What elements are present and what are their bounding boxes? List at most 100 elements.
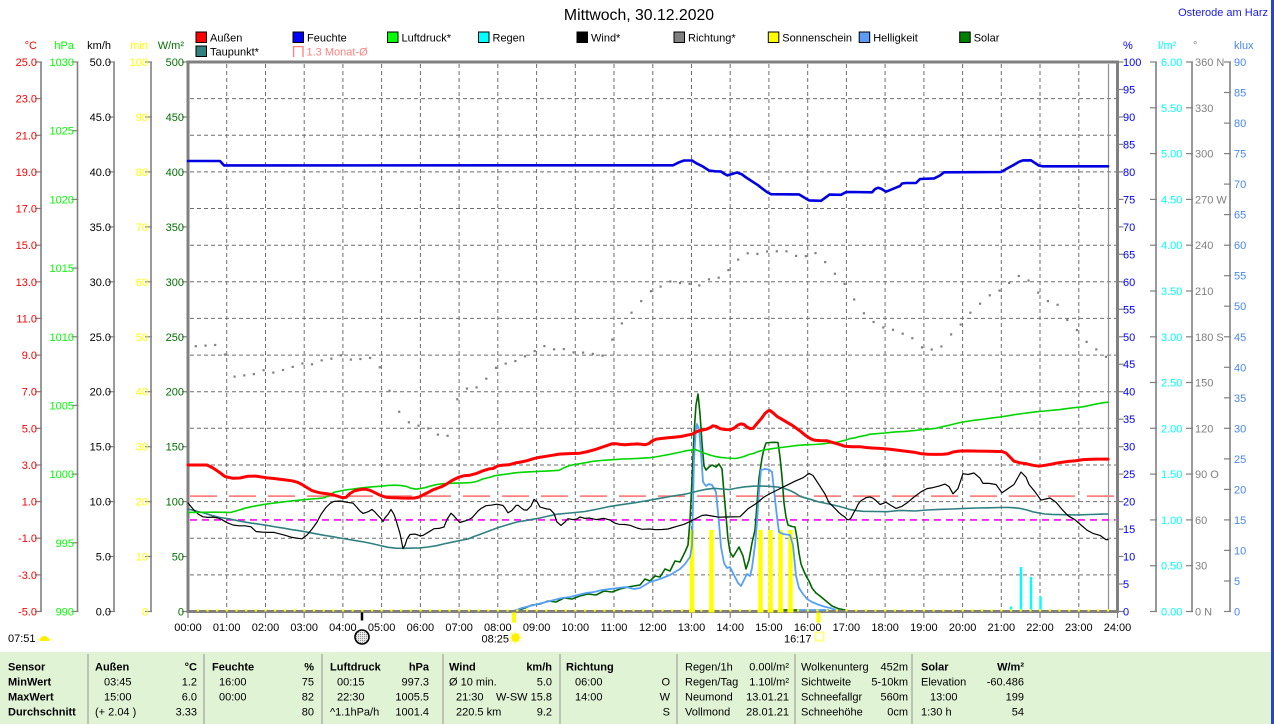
svg-text:Solar: Solar [974,33,1000,45]
svg-text:1.2: 1.2 [182,677,197,689]
svg-text:17.0: 17.0 [16,204,37,216]
svg-text:^1.1hPa/h: ^1.1hPa/h [330,707,379,719]
svg-text:240: 240 [1195,240,1213,252]
svg-text:35: 35 [1123,414,1135,426]
svg-text:23.0: 23.0 [16,94,37,106]
svg-text:40: 40 [1234,362,1246,374]
svg-text:60: 60 [1234,240,1246,252]
svg-text:1005.5: 1005.5 [395,692,429,704]
svg-text:15: 15 [1123,524,1135,536]
svg-text:3.50: 3.50 [1161,286,1182,298]
svg-text:35.0: 35.0 [90,222,111,234]
svg-text:990: 990 [56,607,74,619]
svg-text:W/m²: W/m² [158,40,185,52]
svg-text:Regen/Tag: Regen/Tag [685,677,738,689]
svg-text:20:00: 20:00 [949,622,977,634]
svg-text:1.10l/m²: 1.10l/m² [749,677,789,689]
svg-text:Feuchte: Feuchte [212,662,254,674]
svg-text:100: 100 [166,497,184,509]
svg-text:45.0: 45.0 [90,112,111,124]
svg-text:01:00: 01:00 [213,622,241,634]
svg-text:°C: °C [185,662,197,674]
svg-text:75: 75 [1123,194,1135,206]
svg-text:Neumond: Neumond [685,692,733,704]
svg-text:80: 80 [136,167,148,179]
svg-text:90: 90 [136,112,148,124]
svg-text:30: 30 [1195,561,1207,573]
svg-text:180 S: 180 S [1195,332,1224,344]
svg-text:0.0: 0.0 [96,607,111,619]
svg-text:km/h: km/h [87,40,111,52]
svg-text:30.0: 30.0 [90,277,111,289]
svg-text:45: 45 [1234,332,1246,344]
svg-text:Luftdruck*: Luftdruck* [402,33,452,45]
svg-text:5.0: 5.0 [22,423,37,435]
svg-text:19:00: 19:00 [910,622,938,634]
svg-text:1.0: 1.0 [22,497,37,509]
svg-text:18:00: 18:00 [871,622,899,634]
svg-text:21:00: 21:00 [988,622,1016,634]
svg-text:02:00: 02:00 [252,622,280,634]
svg-text:0.00: 0.00 [1161,607,1182,619]
svg-text:15.0: 15.0 [16,240,37,252]
svg-text:400: 400 [166,167,184,179]
svg-text:5.0: 5.0 [96,552,111,564]
svg-text:5.50: 5.50 [1161,103,1182,115]
svg-text:Solar: Solar [921,662,949,674]
svg-text:60: 60 [136,277,148,289]
svg-text:22:30: 22:30 [337,692,365,704]
svg-text:270 W: 270 W [1195,194,1227,206]
svg-text:25.0: 25.0 [90,332,111,344]
svg-text:Vollmond: Vollmond [685,707,730,719]
svg-text:6.00: 6.00 [1161,57,1182,69]
svg-text:hPa: hPa [409,662,430,674]
svg-text:17:00: 17:00 [833,622,861,634]
svg-text:330: 330 [1195,103,1213,115]
svg-text:min: min [130,40,148,52]
svg-text:1.3 Monat-Ø: 1.3 Monat-Ø [307,47,369,59]
svg-text:Wolkenunterg: Wolkenunterg [801,662,869,674]
svg-text:1010: 1010 [50,332,74,344]
svg-text:%: % [304,662,314,674]
svg-text:5.00: 5.00 [1161,149,1182,161]
svg-text:100: 100 [130,57,148,69]
svg-text:50: 50 [172,552,184,564]
svg-text:11.0: 11.0 [16,313,37,325]
svg-text:25: 25 [1234,454,1246,466]
svg-text:°C: °C [25,40,37,52]
svg-text:95: 95 [1123,85,1135,97]
svg-text:16:00: 16:00 [794,622,822,634]
svg-text:5: 5 [1123,579,1129,591]
svg-text:250: 250 [166,332,184,344]
svg-text:75: 75 [302,677,314,689]
svg-text:Mittwoch, 30.12.2020: Mittwoch, 30.12.2020 [564,7,714,24]
svg-text:13.01.21: 13.01.21 [746,692,789,704]
svg-text:Feuchte: Feuchte [307,33,347,45]
svg-text:20.0: 20.0 [90,387,111,399]
svg-text:Elevation: Elevation [921,677,966,689]
svg-text:S: S [663,707,670,719]
svg-text:-3.0: -3.0 [18,570,37,582]
svg-text:07:00: 07:00 [445,622,473,634]
svg-text:°: ° [1193,40,1197,52]
svg-text:4.00: 4.00 [1161,240,1182,252]
svg-text:6.0: 6.0 [182,692,197,704]
svg-text:300: 300 [1195,149,1213,161]
svg-text:2.50: 2.50 [1161,378,1182,390]
svg-text:-5.0: -5.0 [18,607,37,619]
svg-text:0.50: 0.50 [1161,561,1182,573]
svg-text:3.00: 3.00 [1161,332,1182,344]
svg-text:Regen/1h: Regen/1h [685,662,733,674]
svg-text:(+ 2.04 ): (+ 2.04 ) [95,707,136,719]
svg-text:9.0: 9.0 [22,350,37,362]
svg-text:klux: klux [1234,40,1254,52]
svg-text:1015: 1015 [50,263,74,275]
svg-text:5-10km: 5-10km [871,677,908,689]
svg-text:Luftdruck: Luftdruck [330,662,382,674]
svg-text:0: 0 [1234,607,1240,619]
svg-text:21.0: 21.0 [16,130,37,142]
svg-text:60: 60 [1195,515,1207,527]
svg-text:54: 54 [1012,707,1024,719]
svg-text:l/m²: l/m² [1158,40,1177,52]
svg-text:0.00l/m²: 0.00l/m² [749,662,789,674]
